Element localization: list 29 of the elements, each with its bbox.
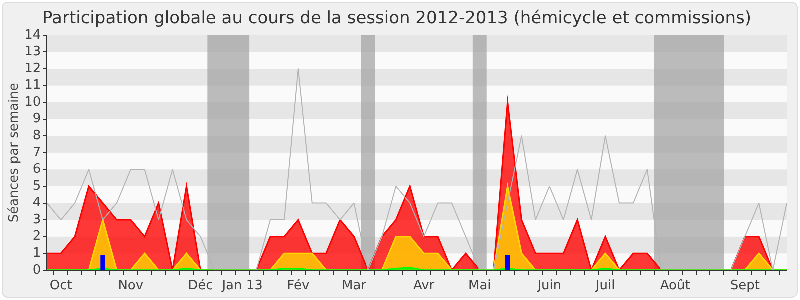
y-tick-label: 10 bbox=[24, 94, 42, 110]
x-tick-label: Nov bbox=[118, 278, 144, 294]
y-tick-label: 5 bbox=[32, 178, 42, 194]
x-tick-label: Déc bbox=[188, 278, 214, 294]
x-tick-label: Fév bbox=[287, 278, 310, 294]
x-tick-label: Juin bbox=[536, 278, 562, 294]
y-tick-label: 14 bbox=[24, 28, 42, 43]
y-tick-label: 7 bbox=[32, 145, 42, 160]
x-tick-label: Sept bbox=[730, 278, 760, 294]
y-tick-label: 13 bbox=[24, 44, 42, 60]
y-axis-title: Séances par semaine bbox=[7, 83, 22, 223]
y-tick-label: 12 bbox=[24, 61, 42, 76]
y-tick-label: 3 bbox=[32, 212, 42, 228]
x-tick-label: Mar bbox=[342, 278, 368, 294]
x-tick-label: Avr bbox=[413, 278, 436, 294]
y-tick-label: 0 bbox=[32, 262, 42, 278]
x-tick-label: Mai bbox=[468, 278, 492, 294]
x-tick-label: Jan 13 bbox=[221, 278, 263, 294]
y-tick-label: 8 bbox=[32, 128, 42, 144]
y-tick-label: 9 bbox=[32, 112, 42, 127]
x-tick-label: Oct bbox=[50, 278, 72, 294]
y-tick-label: 2 bbox=[32, 229, 42, 244]
x-tick-label: Juil bbox=[594, 278, 616, 294]
y-tick-label: 11 bbox=[24, 78, 42, 94]
y-tick-label: 6 bbox=[32, 162, 42, 178]
y-tick-label: 1 bbox=[32, 246, 42, 261]
chart-title: Participation globale au cours de la session 2012-2013 (hémicycle et commissions) bbox=[42, 8, 752, 29]
x-tick-label: Août bbox=[660, 278, 690, 294]
y-tick-label: 4 bbox=[32, 196, 42, 211]
